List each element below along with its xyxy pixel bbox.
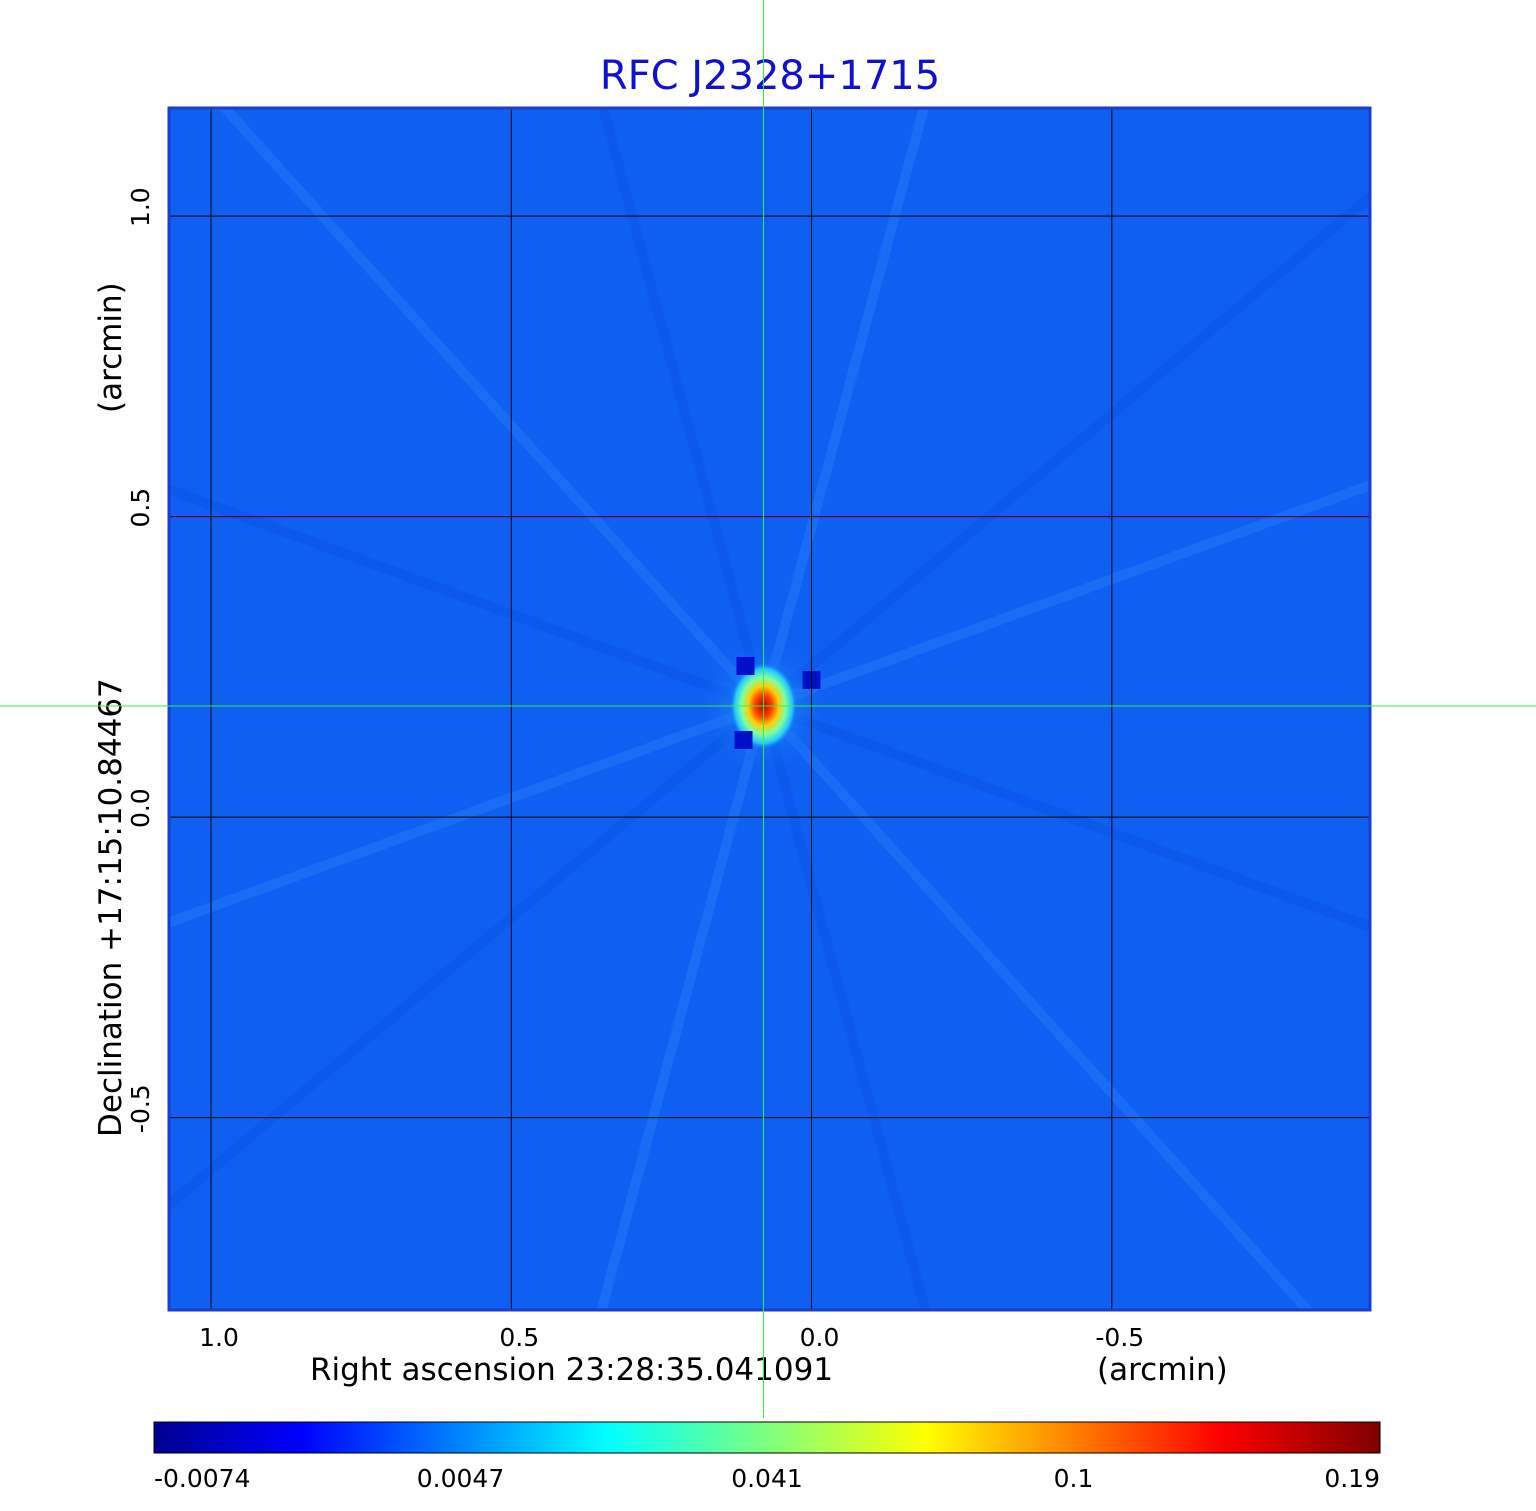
x-tick-label: -0.5: [1095, 1323, 1144, 1352]
colorbar-gradient: [153, 1421, 1381, 1454]
x-tick-label: 1.0: [199, 1323, 239, 1352]
y-tick-labels: 1.0 0.5 0.0 -0.5: [126, 187, 155, 1133]
colorbar-tick-label: 0.19: [1324, 1464, 1380, 1493]
colorbar-tick-labels: -0.0074 0.0047 0.041 0.1 0.19: [154, 1464, 1380, 1493]
colorbar: -0.0074 0.0047 0.041 0.1 0.19: [153, 1421, 1381, 1493]
crosshair: [0, 0, 1536, 1418]
sidelobe-streak: [598, 108, 769, 708]
y-tick-label: -0.5: [126, 1084, 155, 1133]
colorbar-tick-label: -0.0074: [154, 1464, 251, 1493]
sidelobe-streak: [169, 484, 766, 711]
negative-spot: [736, 656, 755, 675]
x-tick-labels: 1.0 0.5 0.0 -0.5: [199, 1323, 1144, 1352]
sidelobe-streak: [169, 701, 766, 928]
y-axis-unit: (arcmin): [93, 282, 129, 413]
colorbar-tick-label: 0.0047: [417, 1464, 504, 1493]
y-tick-label: 1.0: [126, 187, 155, 227]
y-axis-label: Declination +17:15:10.84467: [93, 678, 129, 1137]
x-axis-label: Right ascension 23:28:35.041091: [310, 1352, 833, 1388]
sidelobe-streak: [761, 479, 1370, 711]
sidelobe-streak: [761, 701, 1370, 933]
sidelobe-streak: [758, 108, 929, 708]
colorbar-tick-label: 0.041: [731, 1464, 803, 1493]
sidelobe-streak: [169, 702, 767, 1212]
sidelobe-streak: [596, 704, 769, 1310]
x-axis-unit: (arcmin): [1097, 1352, 1228, 1388]
grid-lines: [169, 108, 1370, 1310]
colorbar-tick-label: 0.1: [1054, 1464, 1094, 1493]
negative-spot: [734, 730, 753, 749]
x-tick-label: 0.5: [499, 1323, 539, 1352]
sidelobe-streak: [218, 108, 768, 710]
sidelobe-streak: [760, 190, 1370, 710]
y-tick-label: 0.5: [126, 488, 155, 528]
sidelobe-streak: [758, 704, 931, 1310]
y-tick-label: 0.0: [126, 788, 155, 828]
plot-frame: [167, 106, 1372, 1312]
chart-title: RFC J2328+1715: [600, 53, 940, 99]
x-tick-label: 0.0: [800, 1323, 840, 1352]
